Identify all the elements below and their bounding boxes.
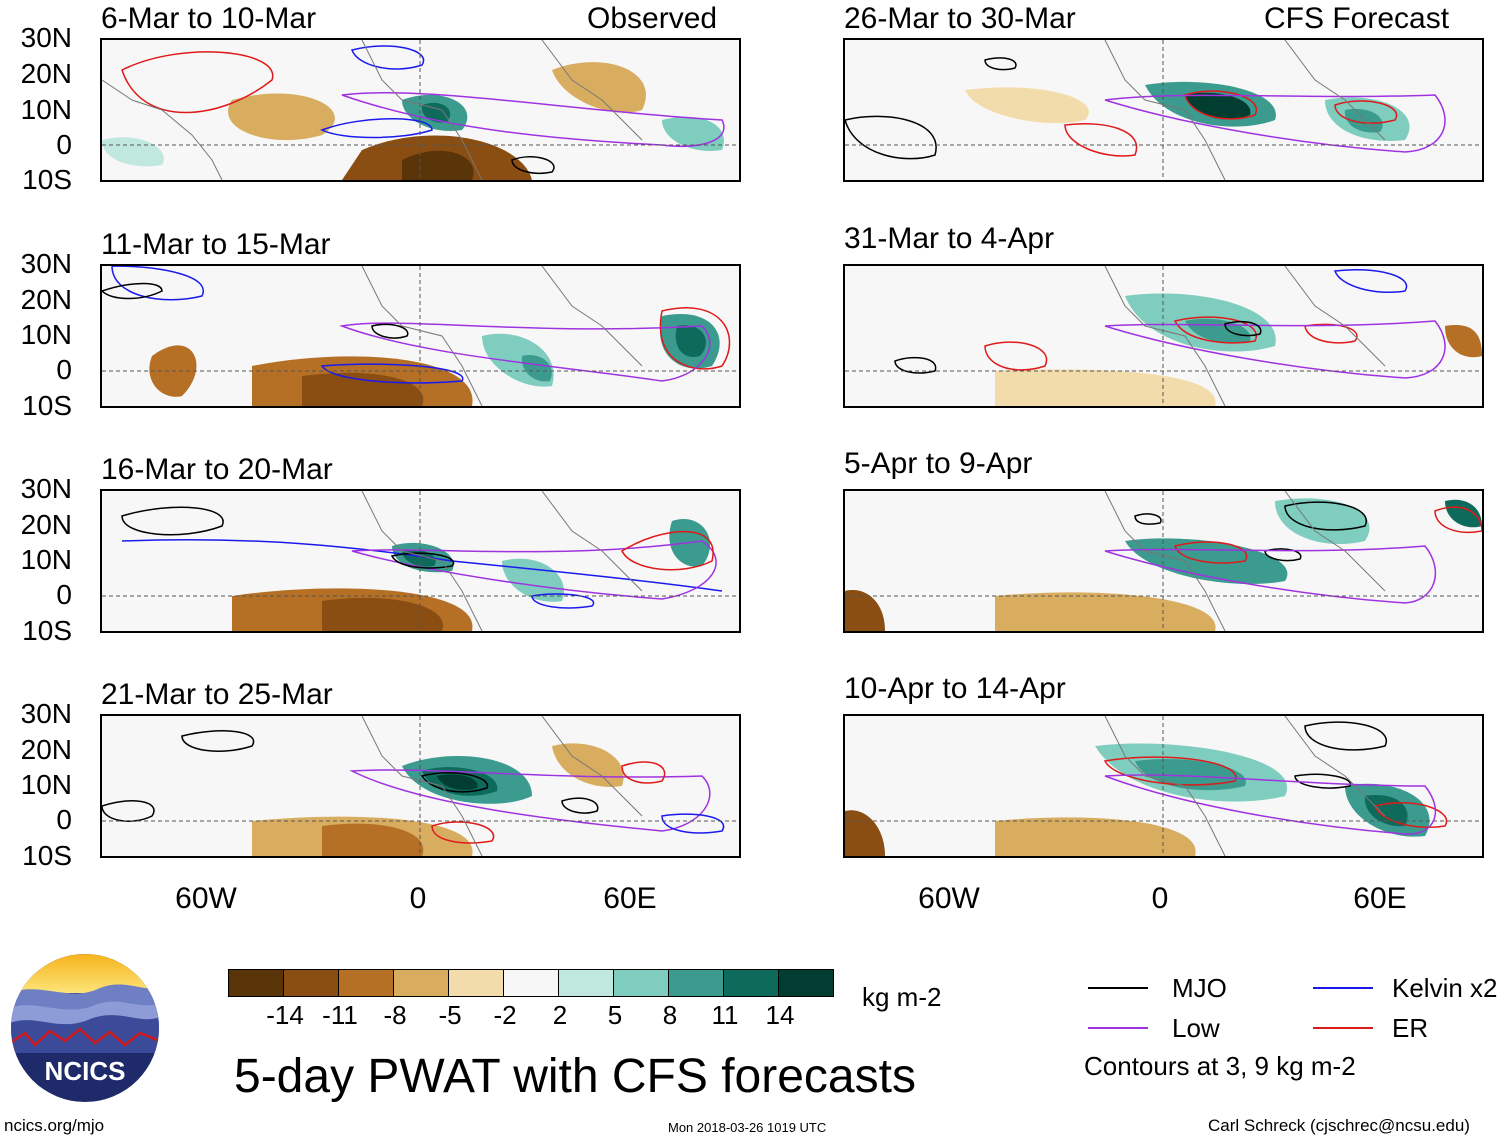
lon-label-right-0: 0: [1151, 882, 1169, 915]
colorbar-swatch: [284, 970, 339, 996]
colorbar: [228, 969, 834, 997]
colorbar-swatch: [504, 970, 559, 996]
lat-label: 10N: [20, 769, 72, 800]
lat-label: 30N: [20, 698, 72, 729]
map-panel-5: [843, 38, 1484, 182]
legend-note: Contours at 3, 9 kg m-2: [1084, 1051, 1356, 1081]
lat-label: 30N: [20, 22, 72, 53]
map-panel-4: [100, 714, 741, 858]
map-panel-8: [843, 714, 1484, 858]
colorbar-label: 14: [765, 1000, 795, 1030]
lon-label-right-60e: 60E: [1353, 882, 1407, 915]
map-panel-1: [100, 38, 741, 182]
colorbar-label: -2: [493, 1000, 517, 1030]
panel-3-title: 16-Mar to 20-Mar: [101, 453, 333, 486]
panel-5-title: 26-Mar to 30-Mar: [844, 2, 1076, 35]
lat-label: 0: [56, 129, 72, 160]
lon-label-left-0: 0: [409, 882, 427, 915]
colorbar-swatch: [779, 970, 833, 996]
legend-mjo-label: MJO: [1172, 973, 1227, 1003]
ncics-logo: NCICS: [10, 953, 160, 1103]
colorbar-swatch: [394, 970, 449, 996]
lat-label: 0: [56, 354, 72, 385]
colorbar-swatch: [669, 970, 724, 996]
colorbar-label: -14: [266, 1000, 304, 1030]
colorbar-swatch: [559, 970, 614, 996]
lat-label: 20N: [20, 284, 72, 315]
colorbar-units: kg m-2: [862, 982, 942, 1012]
panel-5-tag: CFS Forecast: [1264, 2, 1450, 35]
legend-low-line: [1088, 1027, 1148, 1029]
panel-6-title: 31-Mar to 4-Apr: [844, 222, 1055, 255]
panel-4-title: 21-Mar to 25-Mar: [101, 678, 333, 711]
legend-kelvin-line: [1313, 987, 1373, 989]
footer-url: ncics.org/mjo: [4, 1116, 105, 1135]
map-panel-6: [843, 264, 1484, 408]
logo-text: NCICS: [45, 1056, 126, 1086]
lat-label: 10N: [20, 319, 72, 350]
colorbar-swatch: [449, 970, 504, 996]
lat-label: 10S: [22, 840, 72, 871]
lat-label: 10S: [22, 390, 72, 421]
map-panel-2: [100, 264, 741, 408]
map-panel-3: [100, 489, 741, 633]
colorbar-swatch: [614, 970, 669, 996]
lat-label: 10N: [20, 544, 72, 575]
main-title: 5-day PWAT with CFS forecasts: [234, 1050, 916, 1103]
legend-kelvin-label: Kelvin x2: [1392, 973, 1498, 1003]
colorbar-label: -8: [383, 1000, 407, 1030]
lat-label: 20N: [20, 734, 72, 765]
panel-1-tag: Observed: [587, 2, 718, 35]
legend-low-label: Low: [1172, 1013, 1220, 1043]
lat-label: 0: [56, 579, 72, 610]
panel-8-title: 10-Apr to 14-Apr: [844, 672, 1066, 705]
map-panel-7: [843, 489, 1484, 633]
lat-label: 0: [56, 804, 72, 835]
lon-label-left-60e: 60E: [603, 882, 657, 915]
lon-label-right-60w: 60W: [918, 882, 980, 915]
colorbar-label: 2: [552, 1000, 568, 1030]
legend-er-label: ER: [1392, 1013, 1429, 1043]
colorbar-label: -11: [322, 1000, 358, 1030]
legend-er-line: [1313, 1027, 1373, 1029]
colorbar-label: 8: [662, 1000, 678, 1030]
footer-author: Carl Schreck (cjschrec@ncsu.edu): [1208, 1116, 1470, 1135]
panel-2-title: 11-Mar to 15-Mar: [101, 228, 331, 261]
lat-label: 30N: [20, 248, 72, 279]
panel-7-title: 5-Apr to 9-Apr: [844, 447, 1033, 480]
footer-timestamp: Mon 2018-03-26 1019 UTC: [668, 1120, 827, 1135]
colorbar-label: 11: [711, 1000, 739, 1030]
colorbar-swatch: [339, 970, 394, 996]
colorbar-label: 5: [607, 1000, 623, 1030]
lat-label: 10N: [20, 94, 72, 125]
lat-label: 10S: [22, 164, 72, 195]
colorbar-swatch: [724, 970, 779, 996]
panel-1-title: 6-Mar to 10-Mar: [101, 2, 317, 35]
colorbar-swatch: [229, 970, 284, 996]
lon-label-left-60w: 60W: [175, 882, 237, 915]
colorbar-label: -5: [438, 1000, 462, 1030]
lat-label: 30N: [20, 473, 72, 504]
legend-mjo-line: [1088, 987, 1148, 989]
lat-label: 20N: [20, 509, 72, 540]
lat-label: 10S: [22, 615, 72, 646]
lat-label: 20N: [20, 58, 72, 89]
